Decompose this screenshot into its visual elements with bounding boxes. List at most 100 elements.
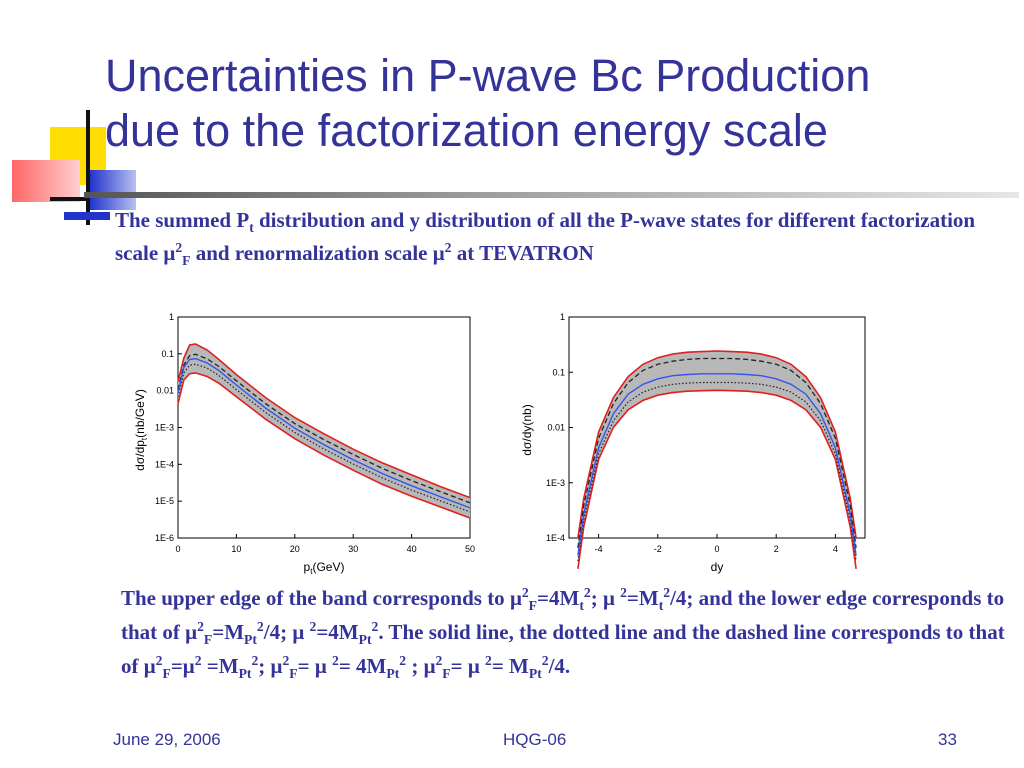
intro-text-4: at TEVATRON <box>451 241 594 265</box>
explanation-paragraph: The upper edge of the band corresponds t… <box>121 581 1011 683</box>
intro-mu-1: μ <box>163 241 176 265</box>
expl-sup: 2 <box>399 653 407 668</box>
expl-mu: μ <box>270 654 283 678</box>
pt-ticks: 0 10 20 30 40 50 1E-6 1E-5 1E-4 1E-3 0.01 0.1 1 <box>155 312 475 554</box>
intro-pt-sub: t <box>249 220 254 236</box>
expl-text: ; <box>258 654 271 678</box>
y-x-tick-label: -4 <box>595 544 603 554</box>
y-x-tick-label: 0 <box>714 544 719 554</box>
intro-mu-2: μ <box>432 241 445 265</box>
expl-sup: 2 <box>155 653 163 668</box>
pt-x-tick-label: 30 <box>348 544 358 554</box>
expl-sub: F <box>528 598 538 614</box>
y-y-tick-label: 1 <box>560 312 565 322</box>
expl-mu: μ <box>185 620 198 644</box>
expl-mu: μ <box>314 654 327 678</box>
expl-sup: 2 <box>485 653 492 668</box>
expl-sup: 2 <box>371 619 379 634</box>
pt-x-tick-label: 40 <box>407 544 417 554</box>
expl-sup: 2 <box>521 585 529 600</box>
y-solid-line <box>577 373 857 556</box>
pt-y-tick-label: 1E-5 <box>155 496 174 506</box>
slide-title-line1: Uncertainties in P-wave Bc Production <box>105 50 871 101</box>
intro-text-1: The summed P <box>115 208 250 232</box>
y-y-tick-label: 1E-3 <box>546 478 565 488</box>
y-upper-edge-line <box>577 350 857 539</box>
expl-text: = <box>170 654 183 678</box>
expl-sub: t <box>658 598 664 614</box>
footer-date: June 29, 2006 <box>113 730 221 749</box>
expl-text: ; <box>590 586 603 610</box>
y-y-axis-label: dσ/dy(nb) <box>520 404 534 455</box>
expl-sup: 2 <box>251 653 259 668</box>
pt-y-tick-label: 1E-4 <box>155 459 174 469</box>
pt-y-tick-label: 1 <box>169 312 174 322</box>
pt-uncertainty-band <box>178 344 470 518</box>
footer-event: HQG-06 <box>503 730 567 749</box>
expl-sup: 2 <box>663 585 671 600</box>
expl-text: = 4M <box>338 654 387 678</box>
y-y-tick-label: 0.1 <box>552 367 565 377</box>
pt-dotted-line <box>177 363 471 513</box>
expl-sub: F <box>162 666 171 682</box>
expl-mu: μ <box>467 654 480 678</box>
y-lower-edge-line <box>577 389 857 570</box>
deco-horizontal-bar <box>50 197 90 201</box>
deco-blue-square <box>90 170 136 210</box>
expl-text: =M <box>201 654 239 678</box>
footer-page-number: 33 <box>938 730 957 749</box>
expl-sub: Pt <box>386 666 400 682</box>
pt-y-tick-label: 0.1 <box>161 349 174 359</box>
expl-text: /4. <box>548 654 571 678</box>
pt-x-tick-label: 50 <box>465 544 475 554</box>
pt-lower-edge-line <box>177 372 471 519</box>
intro-sub-f: F <box>182 253 191 269</box>
pt-x-axis-label: pt(GeV) <box>304 560 345 576</box>
expl-sup: 2 <box>197 619 204 634</box>
pt-y-tick-label: 1E-3 <box>155 423 174 433</box>
expl-sub: Pt <box>358 632 372 648</box>
expl-mu: μ <box>509 586 522 610</box>
expl-text: ; <box>406 654 424 678</box>
pt-y-tick-label: 0.01 <box>156 386 174 396</box>
intro-sup-2: 2 <box>444 240 452 255</box>
y-dotted-line <box>577 381 857 562</box>
expl-sup: 2 <box>256 619 264 634</box>
y-x-tick-label: 4 <box>833 544 838 554</box>
y-ticks: -4 -2 0 2 4 1E-4 1E-3 0.01 0.1 1 <box>546 312 838 554</box>
expl-text: /4; and the lower edge corresponds to th… <box>121 586 1005 644</box>
expl-mu: μ <box>423 654 436 678</box>
expl-text: =M <box>626 586 659 610</box>
expl-sup: 2 <box>282 653 290 668</box>
expl-text: = M <box>491 654 529 678</box>
pt-dashed-line <box>177 353 471 504</box>
pt-upper-edge-line <box>177 343 471 499</box>
expl-text: =M <box>212 620 245 644</box>
expl-sup: 2 <box>194 653 202 668</box>
expl-sub: Pt <box>238 666 252 682</box>
expl-text: The upper edge of the band corresponds t… <box>121 586 510 610</box>
y-y-tick-label: 0.01 <box>547 423 565 433</box>
expl-sub: t <box>579 598 584 614</box>
expl-sup: 2 <box>331 653 339 668</box>
y-x-axis-label: dy <box>711 560 724 574</box>
expl-sub: Pt <box>528 666 542 682</box>
expl-sup: 2 <box>541 653 549 668</box>
intro-text-3: and renormalization scale <box>190 241 433 265</box>
expl-sup: 2 <box>583 585 591 600</box>
pt-plot-frame <box>177 316 471 539</box>
expl-mu: μ <box>182 654 195 678</box>
expl-text: = <box>450 654 468 678</box>
deco-vertical-bar <box>86 110 90 225</box>
expl-mu: μ <box>602 586 615 610</box>
expl-sub: F <box>442 666 451 682</box>
y-x-tick-label: -2 <box>654 544 662 554</box>
title-divider <box>84 192 1019 198</box>
pt-x-tick-label: 20 <box>290 544 300 554</box>
slide-title-line2: due to the factorization energy scale <box>105 105 828 156</box>
intro-text-2: distribution and y distribution of all t… <box>115 208 976 265</box>
deco-red-square <box>12 160 80 202</box>
expl-sub: F <box>289 666 298 682</box>
y-y-tick-label: 1E-4 <box>546 533 565 543</box>
expl-mu: μ <box>143 654 156 678</box>
